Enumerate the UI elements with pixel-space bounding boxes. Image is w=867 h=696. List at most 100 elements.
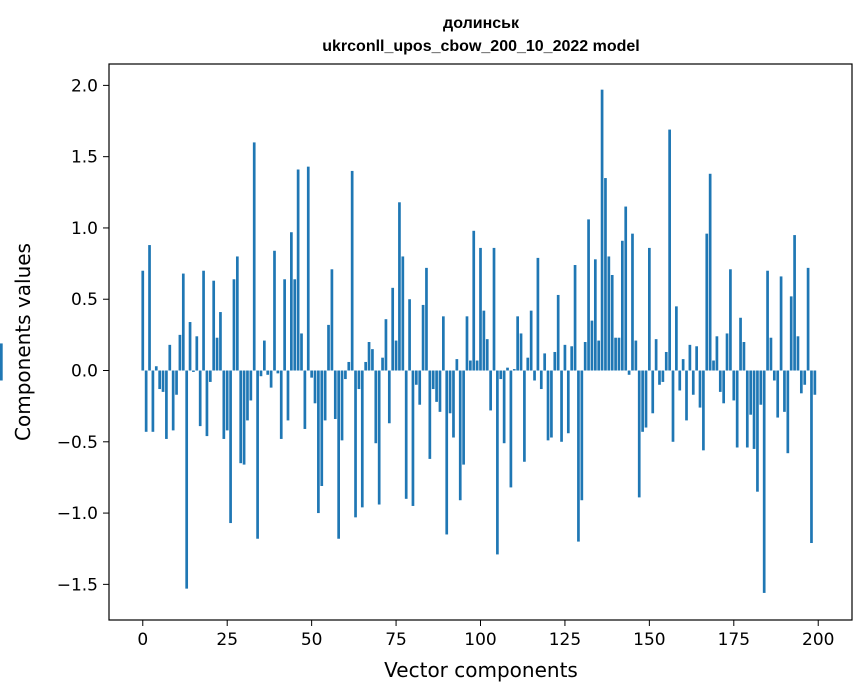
bar <box>543 353 547 371</box>
bar <box>539 370 543 390</box>
y-tick-label: 1.0 <box>71 219 98 239</box>
bar <box>485 339 489 371</box>
bar <box>158 370 162 390</box>
bar <box>168 344 172 371</box>
bar <box>664 351 668 371</box>
bar <box>712 360 715 371</box>
bar <box>181 273 185 371</box>
bar <box>509 370 513 488</box>
bar <box>320 370 324 486</box>
bar <box>803 370 807 385</box>
bar <box>546 370 550 441</box>
bar <box>266 370 270 375</box>
bar <box>165 370 168 439</box>
bar <box>739 317 742 371</box>
y-tick-label: −0.5 <box>57 433 98 453</box>
x-tick-label: 75 <box>385 630 407 650</box>
bar <box>313 370 317 404</box>
y-tick-label: 2.0 <box>71 76 98 96</box>
bar <box>570 346 574 371</box>
bar <box>310 370 313 378</box>
bar <box>357 370 361 390</box>
bar <box>769 337 773 371</box>
bar <box>698 370 702 408</box>
bar <box>384 319 388 371</box>
bar <box>222 370 226 439</box>
bar <box>553 351 557 371</box>
bar <box>516 316 519 371</box>
bar <box>779 276 783 371</box>
bar <box>401 256 405 371</box>
bar <box>675 306 678 371</box>
y-axis-label: Components values <box>11 243 35 441</box>
bar <box>148 245 151 371</box>
bar <box>715 336 719 371</box>
bar <box>333 370 337 419</box>
y-tick-label: 0.5 <box>71 290 98 310</box>
bar <box>654 339 658 371</box>
bar <box>445 370 449 535</box>
x-tick-label: 50 <box>301 630 323 650</box>
bar <box>431 370 435 390</box>
bar <box>742 342 746 371</box>
bar <box>256 370 259 539</box>
bar <box>215 337 219 371</box>
x-tick-label: 100 <box>464 630 496 650</box>
bar <box>729 269 732 371</box>
x-axis-label: Vector components <box>384 658 578 682</box>
bar <box>810 370 813 544</box>
bar <box>577 370 580 542</box>
bar <box>587 219 590 371</box>
bar <box>536 257 540 371</box>
bar <box>644 370 648 428</box>
bar <box>414 370 418 385</box>
bar <box>708 173 712 371</box>
y-axis-ticks: −1.5 −1.0 −0.5 0.0 0.5 1.0 1.5 2.0 <box>57 76 109 595</box>
bar <box>154 366 158 371</box>
bar <box>752 370 756 449</box>
bar <box>610 274 614 371</box>
bar <box>482 310 486 371</box>
bar <box>317 370 320 514</box>
x-axis-ticks: 0 25 50 75 100 125 150 175 200 <box>137 620 834 650</box>
bar <box>556 294 560 371</box>
x-tick-label: 200 <box>802 630 834 650</box>
bar <box>360 370 364 508</box>
bar <box>435 370 438 402</box>
bar <box>806 267 810 371</box>
bar <box>529 310 533 371</box>
bar <box>766 270 769 371</box>
chart-title-line2: ukrconll_upos_cbow_200_10_2022 model <box>322 38 639 55</box>
bar <box>421 304 425 371</box>
bar <box>455 359 459 371</box>
bar <box>492 247 496 371</box>
bar <box>367 342 371 371</box>
bar <box>404 370 408 499</box>
bar <box>306 166 310 371</box>
y-tick-label: 0.0 <box>71 362 98 382</box>
bar <box>208 370 212 382</box>
bar <box>519 333 523 371</box>
bar <box>735 370 739 448</box>
bar <box>469 360 472 371</box>
bar <box>637 370 641 498</box>
bar <box>702 370 705 451</box>
bar <box>347 361 351 371</box>
bar <box>590 320 594 371</box>
bar <box>745 370 749 448</box>
bar <box>627 370 631 375</box>
bar <box>593 259 597 371</box>
bar <box>624 206 628 371</box>
bar <box>327 324 330 371</box>
bar <box>502 370 506 444</box>
bar <box>789 296 793 371</box>
bar <box>425 267 428 371</box>
bar <box>0 370 3 381</box>
bar <box>776 370 780 418</box>
bar <box>202 270 205 371</box>
bar <box>718 370 722 392</box>
bar <box>732 370 736 401</box>
bar <box>0 343 3 371</box>
bar <box>705 233 709 371</box>
